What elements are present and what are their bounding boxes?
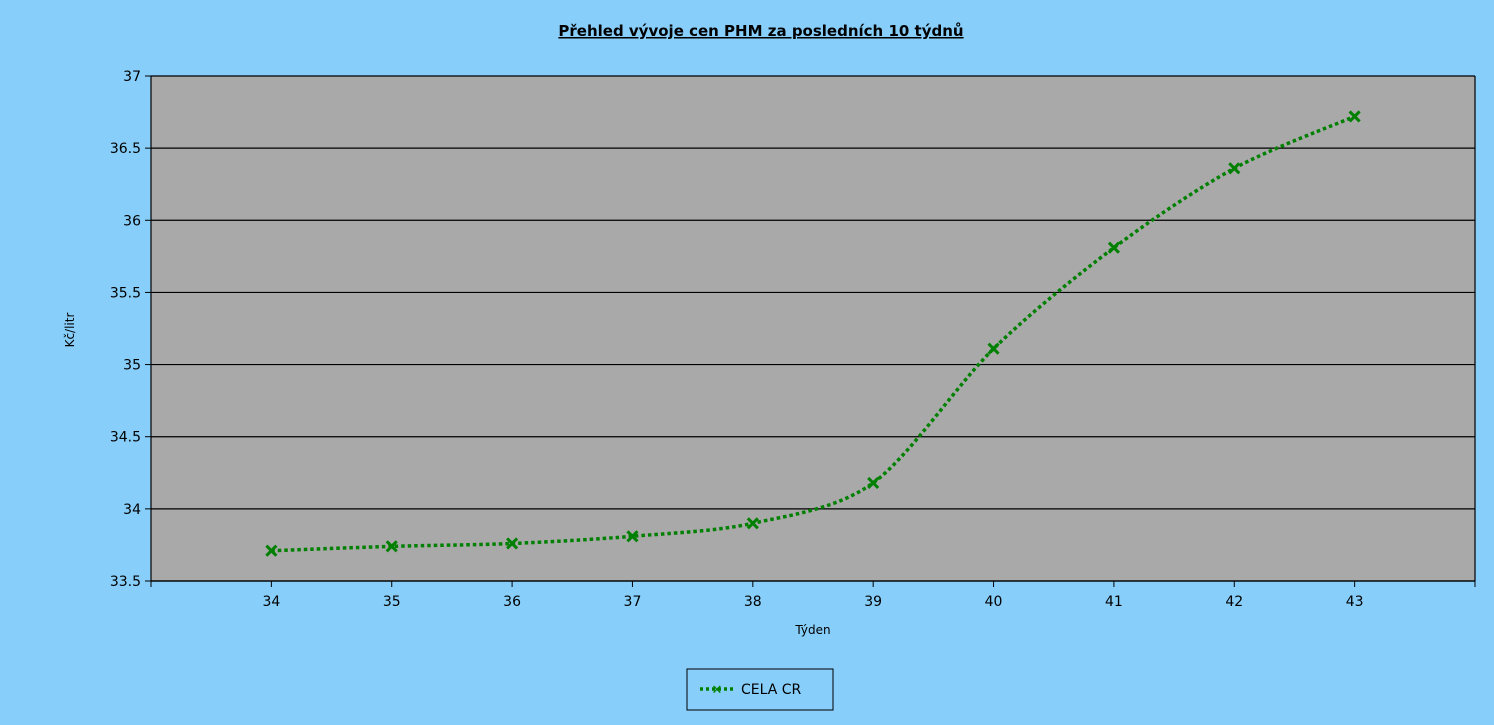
axes: 33.5 34 34.5 35 35.5 36 36.5 37 34 35 36 37 38 39 40 41…	[110, 69, 1476, 610]
data-point-marker	[506, 537, 519, 550]
marker-stroke	[987, 342, 1000, 355]
data-point-marker	[1228, 162, 1241, 175]
marker-stroke	[867, 476, 880, 489]
x-tick-label: 35	[383, 594, 401, 610]
x-tick-label: 37	[624, 594, 642, 610]
y-tick-label: 35.5	[110, 285, 141, 301]
y-axis-label: Kč/litr	[63, 313, 77, 348]
x-tick-label: 42	[1225, 594, 1243, 610]
y-tick-label: 34.5	[110, 430, 141, 446]
marker-stroke	[626, 530, 639, 543]
data-point-marker	[746, 517, 759, 530]
data-point-marker	[1107, 241, 1120, 254]
data-point-marker	[385, 540, 398, 553]
y-tick-label: 35	[123, 358, 141, 374]
legend-marker: ✕	[712, 683, 723, 698]
marker-stroke	[1228, 162, 1241, 175]
marker-stroke	[1348, 110, 1361, 123]
marker-stroke	[746, 517, 759, 530]
data-point-marker	[265, 544, 278, 557]
x-tick-label: 36	[503, 594, 521, 610]
legend: ✕ CELA CR	[686, 668, 834, 711]
marker-stroke	[265, 544, 278, 557]
chart-title: Přehled vývoje cen PHM za posledních 10 …	[558, 22, 963, 40]
plot-area	[151, 76, 1475, 581]
marker-stroke	[1107, 241, 1120, 254]
marker-stroke	[385, 540, 398, 553]
marker-stroke	[506, 537, 519, 550]
x-tick-label: 38	[744, 594, 762, 610]
y-tick-label: 37	[123, 69, 141, 85]
grid-lines	[151, 75, 1475, 582]
data-point-marker	[867, 476, 880, 489]
data-point-marker	[987, 342, 1000, 355]
x-tick-label: 43	[1346, 594, 1364, 610]
x-axis-label: Týden	[794, 623, 830, 637]
y-tick-label: 36.5	[110, 141, 141, 157]
y-tick-label: 36	[123, 213, 141, 229]
legend-label: CELA CR	[741, 682, 802, 698]
data-point-marker	[1348, 110, 1361, 123]
data-point-marker	[626, 530, 639, 543]
x-tick-label: 34	[262, 594, 280, 610]
y-tick-label: 34	[123, 502, 141, 518]
x-tick-label: 39	[864, 594, 882, 610]
x-tick-label: 41	[1105, 594, 1123, 610]
x-tick-label: 40	[985, 594, 1003, 610]
series-cela-cr	[265, 110, 1361, 557]
y-tick-label: 33.5	[110, 574, 141, 590]
